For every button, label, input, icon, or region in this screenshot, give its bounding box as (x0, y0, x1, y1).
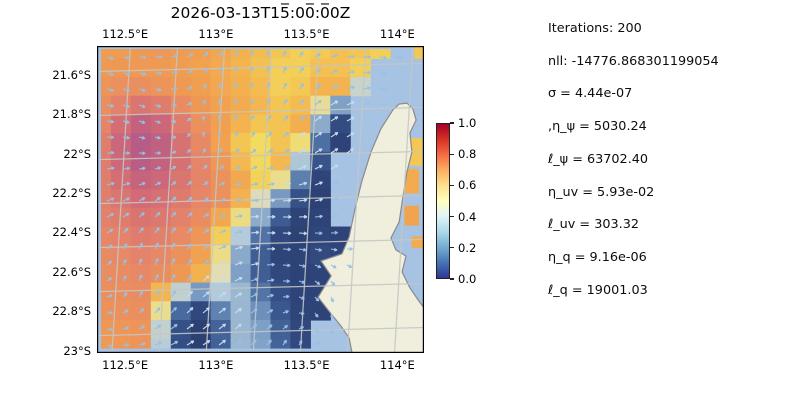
stat-line: ℓ_q = 19001.03 (548, 282, 648, 298)
stat-line: ℓ_ψ = 63702.40 (548, 151, 649, 167)
colorbar-tick-label: 0.0 (458, 272, 477, 286)
y-tick-label: 22.4°S (52, 225, 91, 240)
stat-line: nll: -14776.868301199054 (548, 53, 719, 69)
y-tick-label: 21.6°S (52, 67, 91, 82)
plot-title: 2026-03-13T15̅:00̅:0̅0Z (170, 4, 351, 22)
stat-line: σ = 4.44e-07 (548, 86, 633, 102)
x-tick-label-top: 112.5°E (102, 27, 149, 41)
x-tick-label-bottom: 112.5°E (102, 358, 149, 372)
y-tick-label: 23°S (63, 343, 91, 358)
stat-line: Iterations: 200 (548, 21, 642, 36)
x-tick-label-top: 113.5°E (283, 27, 330, 41)
stat-line: ,η_ψ = 5030.24 (548, 119, 647, 135)
colorbar (436, 123, 450, 279)
y-tick-label: 22.2°S (52, 186, 91, 201)
colorbar-tick (450, 216, 454, 218)
colorbar-tick (450, 184, 454, 186)
x-tick-label-top: 114°E (379, 27, 415, 41)
stat-line: ℓ_uv = 303.32 (548, 217, 640, 233)
colorbar-tick (450, 153, 454, 155)
x-tick-label-top: 113°E (198, 27, 234, 41)
colorbar-tick-label: 0.2 (458, 240, 477, 255)
stats-panel: Iterations: 200 nll: -14776.868301199054 σ… (548, 0, 798, 400)
y-tick-label: 21.8°S (52, 107, 91, 122)
colorbar-tick (450, 278, 454, 280)
map-plot (97, 46, 424, 353)
colorbar-tick (450, 122, 454, 124)
y-tick-label: 22°S (63, 146, 91, 161)
x-tick-label-bottom: 113°E (198, 358, 234, 372)
colorbar-tick (450, 247, 454, 249)
y-tick-label: 22.8°S (52, 304, 91, 319)
colorbar-tick-label: 0.6 (458, 178, 477, 193)
stat-line: η_uv = 5.93e-02 (548, 184, 655, 200)
x-tick-label-bottom: 113.5°E (283, 358, 330, 372)
colorbar-tick-label: 1.0 (458, 116, 477, 130)
x-tick-label-bottom: 114°E (379, 358, 415, 372)
colorbar-tick-label: 0.8 (458, 147, 477, 162)
stat-line: η_q = 9.16e-06 (548, 249, 647, 265)
y-tick-label: 22.6°S (52, 264, 91, 279)
colorbar-tick-label: 0.4 (458, 209, 477, 224)
